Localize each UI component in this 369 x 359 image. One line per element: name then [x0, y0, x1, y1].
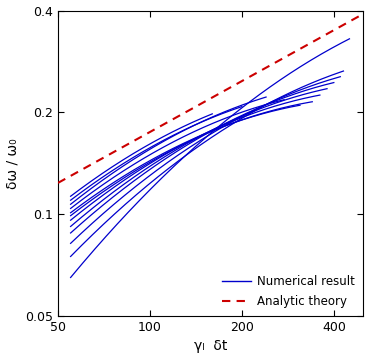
Y-axis label: δω / ω₀: δω / ω₀	[6, 138, 20, 188]
Legend: Numerical result, Analytic theory: Numerical result, Analytic theory	[217, 270, 360, 312]
X-axis label: γₗ  δt: γₗ δt	[194, 340, 227, 354]
